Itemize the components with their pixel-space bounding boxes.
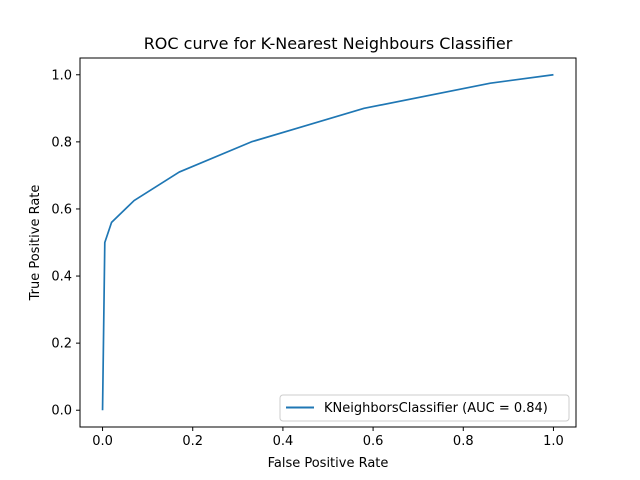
legend-box xyxy=(279,394,570,422)
x-tick-label: 1.0 xyxy=(543,434,564,449)
y-tick-label: 0.4 xyxy=(51,270,72,285)
y-tick-label: 0.8 xyxy=(51,135,72,150)
legend-label: KNeighborsClassifier (AUC = 0.84) xyxy=(324,401,548,416)
y-axis-ticks: 0.0 0.2 0.4 0.6 0.8 1.0 xyxy=(51,68,80,419)
x-axis-ticks: 0.0 0.2 0.4 0.6 0.8 1.0 xyxy=(92,427,564,449)
x-tick-label: 0.8 xyxy=(453,434,474,449)
x-tick-label: 0.6 xyxy=(363,434,384,449)
y-tick-label: 0.6 xyxy=(51,202,72,217)
x-axis-label: False Positive Rate xyxy=(268,456,389,471)
y-tick-label: 1.0 xyxy=(51,68,72,83)
y-tick-label: 0.2 xyxy=(51,337,72,352)
legend: KNeighborsClassifier (AUC = 0.84) xyxy=(279,394,570,422)
x-tick-label: 0.0 xyxy=(92,434,113,449)
y-axis-label: True Positive Rate xyxy=(28,185,43,302)
series-layer xyxy=(101,73,554,411)
x-tick-label: 0.4 xyxy=(273,434,294,449)
plot-area xyxy=(79,57,577,428)
chart-title: ROC curve for K-Nearest Neighbours Class… xyxy=(144,34,513,53)
plot-frame xyxy=(79,57,577,428)
y-tick-label: 0.0 xyxy=(51,404,72,419)
x-tick-label: 0.2 xyxy=(182,434,203,449)
roc-series-line xyxy=(101,73,554,411)
